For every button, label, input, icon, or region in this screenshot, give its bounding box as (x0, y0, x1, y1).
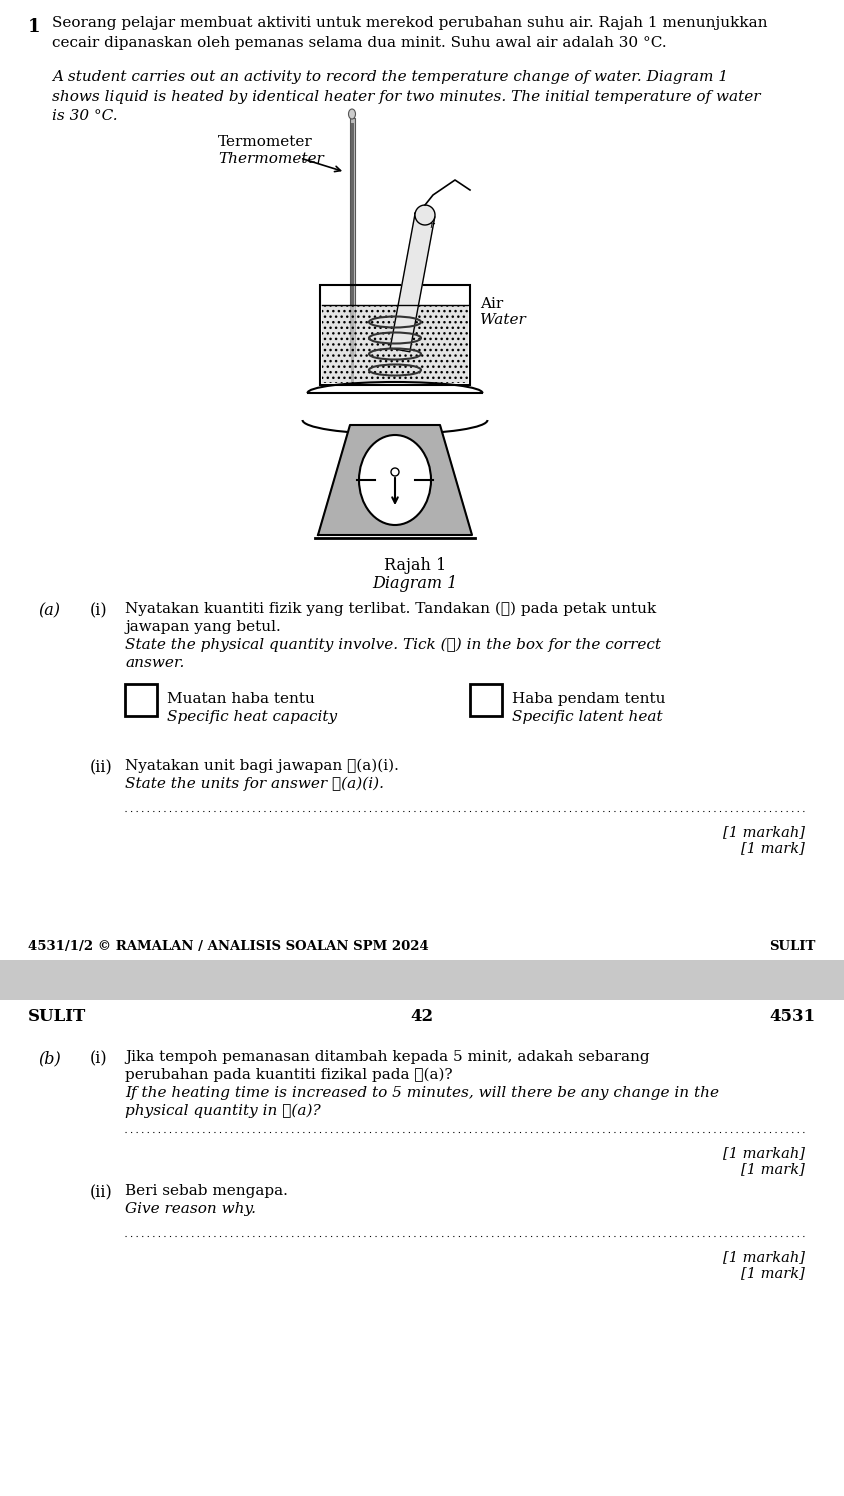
Ellipse shape (359, 435, 431, 525)
Text: SULIT: SULIT (28, 1008, 86, 1025)
Text: Nyatakan kuantiti fizik yang terlibat. Tandakan (✓) pada petak untuk: Nyatakan kuantiti fizik yang terlibat. T… (125, 601, 657, 616)
Text: Seorang pelajar membuat aktiviti untuk merekod perubahan suhu air. Rajah 1 menun: Seorang pelajar membuat aktiviti untuk m… (52, 16, 767, 49)
Bar (470, 684, 502, 717)
Text: physical quantity in ⁲(a)?: physical quantity in ⁲(a)? (125, 1104, 321, 1119)
Text: 1: 1 (28, 18, 41, 36)
Text: (i): (i) (90, 601, 108, 619)
Text: 4531/1/2 © RAMALAN / ANALISIS SOALAN SPM 2024: 4531/1/2 © RAMALAN / ANALISIS SOALAN SPM… (28, 939, 429, 953)
Text: Nyatakan unit bagi jawapan ⁲(a)(i).: Nyatakan unit bagi jawapan ⁲(a)(i). (125, 758, 399, 773)
Text: Air: Air (480, 298, 503, 311)
Text: jawapan yang betul.: jawapan yang betul. (125, 619, 281, 634)
Bar (350, 123, 354, 384)
Text: Termometer: Termometer (218, 135, 313, 150)
Text: perubahan pada kuantiti fizikal pada ⁲(a)?: perubahan pada kuantiti fizikal pada ⁲(a… (125, 1068, 452, 1083)
Text: Thermometer: Thermometer (218, 153, 324, 166)
Text: Give reason why.: Give reason why. (125, 1201, 256, 1216)
Text: Specific heat capacity: Specific heat capacity (167, 711, 337, 724)
Text: 4531: 4531 (769, 1008, 815, 1025)
Text: [1 mark]: [1 mark] (741, 1266, 805, 1281)
Text: r: r (429, 220, 434, 229)
Text: Diagram 1: Diagram 1 (372, 574, 457, 592)
Text: [1 markah]: [1 markah] (723, 824, 805, 839)
Text: Water: Water (480, 313, 526, 328)
Text: Beri sebab mengapa.: Beri sebab mengapa. (125, 1183, 288, 1198)
Text: SULIT: SULIT (769, 939, 815, 953)
Bar (322, 305, 468, 383)
Bar (0, 960, 844, 999)
Text: Haba pendam tentu: Haba pendam tentu (512, 693, 666, 706)
Text: A student carries out an activity to record the temperature change of water. Dia: A student carries out an activity to rec… (52, 70, 760, 123)
Text: (ii): (ii) (90, 1183, 113, 1201)
Text: Muatan haba tentu: Muatan haba tentu (167, 693, 315, 706)
Text: If the heating time is increased to 5 minutes, will there be any change in the: If the heating time is increased to 5 mi… (125, 1086, 719, 1100)
Text: Specific latent heat: Specific latent heat (512, 711, 663, 724)
Text: [1 markah]: [1 markah] (723, 1251, 805, 1264)
Text: [1 mark]: [1 mark] (741, 841, 805, 856)
Text: State the units for answer ⁲(a)(i).: State the units for answer ⁲(a)(i). (125, 776, 384, 791)
Bar (349, 118, 354, 355)
Text: answer.: answer. (125, 657, 184, 670)
Polygon shape (390, 212, 435, 352)
Polygon shape (318, 425, 472, 536)
Text: (ii): (ii) (90, 758, 113, 776)
Bar (125, 684, 157, 717)
Text: [1 markah]: [1 markah] (723, 1146, 805, 1159)
Text: Jika tempoh pemanasan ditambah kepada 5 minit, adakah sebarang: Jika tempoh pemanasan ditambah kepada 5 … (125, 1050, 650, 1064)
Text: (i): (i) (90, 1050, 108, 1067)
Ellipse shape (349, 109, 355, 120)
Text: 42: 42 (410, 1008, 434, 1025)
Text: Rajah 1: Rajah 1 (384, 557, 446, 574)
Text: (a): (a) (38, 601, 60, 619)
Circle shape (391, 468, 399, 476)
Text: State the physical quantity involve. Tick (✓) in the box for the correct: State the physical quantity involve. Tic… (125, 637, 661, 652)
Text: [1 mark]: [1 mark] (741, 1162, 805, 1176)
Bar (320, 286, 470, 384)
Text: (b): (b) (38, 1050, 61, 1067)
Ellipse shape (415, 205, 435, 224)
